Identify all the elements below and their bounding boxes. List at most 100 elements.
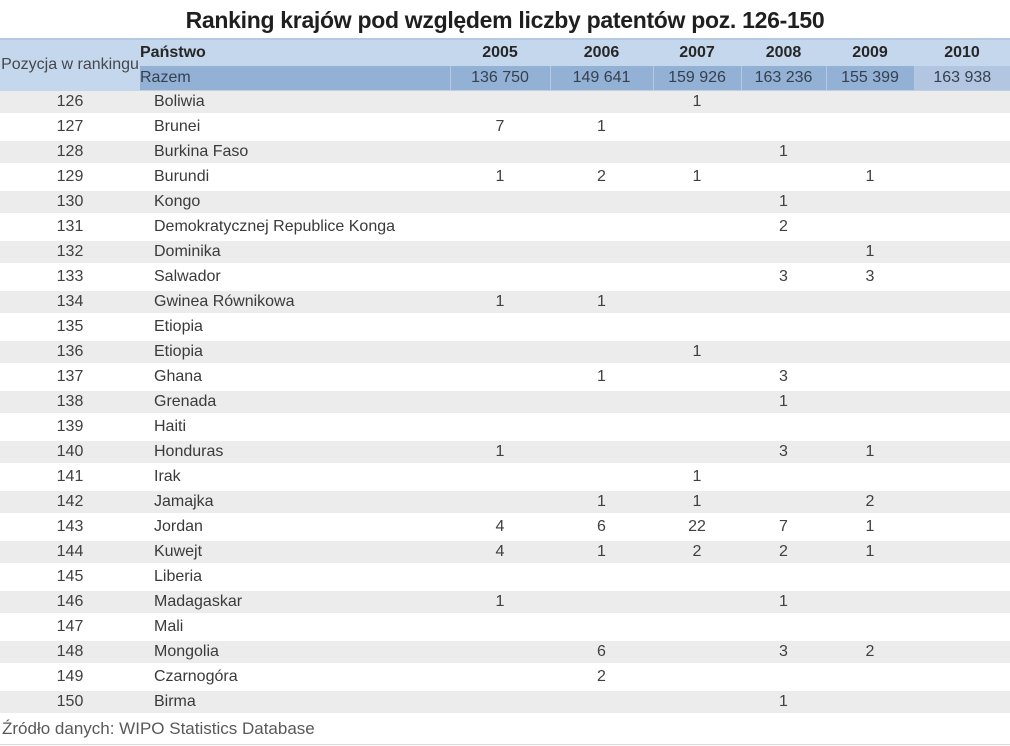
value-cell-2008: 1	[741, 689, 826, 716]
value-cell-2005	[450, 664, 550, 691]
value-cell-2010	[914, 214, 1010, 241]
country-cell: Burkina Faso	[140, 139, 450, 166]
country-cell: Madagaskar	[140, 589, 450, 616]
value-cell-2007	[653, 664, 741, 691]
value-cell-2005: 7	[450, 114, 550, 141]
value-cell-2010	[914, 689, 1010, 716]
value-cell-2005	[450, 139, 550, 166]
position-cell: 134	[0, 289, 140, 316]
value-cell-2010	[914, 539, 1010, 566]
table-row: 146 Madagaskar 1 1	[0, 589, 1010, 616]
table-row: 134 Gwinea Równikowa 1 1	[0, 289, 1010, 316]
position-cell: 135	[0, 314, 140, 341]
value-cell-2009	[826, 314, 914, 341]
position-cell: 131	[0, 214, 140, 241]
value-cell-2009: 1	[826, 514, 914, 541]
value-cell-2005	[450, 90, 550, 116]
value-cell-2009: 2	[826, 489, 914, 516]
value-cell-2009	[826, 464, 914, 491]
table-row: 135 Etiopia	[0, 314, 1010, 341]
value-cell-2007	[653, 639, 741, 666]
country-cell: Haiti	[140, 414, 450, 441]
value-cell-2009: 1	[826, 239, 914, 266]
country-cell: Boliwia	[140, 90, 450, 116]
value-cell-2009	[826, 139, 914, 166]
column-header-year-2009: 2009	[826, 39, 914, 66]
value-cell-2009: 1	[826, 439, 914, 466]
value-cell-2009: 2	[826, 639, 914, 666]
value-cell-2008	[741, 314, 826, 341]
table-row: 128 Burkina Faso 1	[0, 139, 1010, 166]
country-cell: Liberia	[140, 564, 450, 591]
value-cell-2006: 1	[550, 364, 653, 391]
table-body: 126 Boliwia 1 127 Brunei 7 1 128 Burkina Faso 1 12…	[0, 90, 1010, 716]
table-row: 143 Jordan 4 6 22 7 1	[0, 514, 1010, 541]
value-cell-2005	[450, 614, 550, 641]
value-cell-2007: 1	[653, 339, 741, 366]
total-row: Razem 136 750 149 641 159 926 163 236 155 39…	[0, 66, 1010, 91]
position-cell: 144	[0, 539, 140, 566]
value-cell-2007	[653, 564, 741, 591]
value-cell-2009	[826, 364, 914, 391]
position-cell: 142	[0, 489, 140, 516]
value-cell-2008: 3	[741, 264, 826, 291]
value-cell-2005	[450, 214, 550, 241]
country-cell: Gwinea Równikowa	[140, 289, 450, 316]
value-cell-2010	[914, 339, 1010, 366]
position-cell: 126	[0, 90, 140, 116]
value-cell-2009	[826, 689, 914, 716]
value-cell-2010	[914, 164, 1010, 191]
value-cell-2007: 22	[653, 514, 741, 541]
value-cell-2010	[914, 414, 1010, 441]
value-cell-2008	[741, 289, 826, 316]
value-cell-2005: 4	[450, 514, 550, 541]
value-cell-2010	[914, 264, 1010, 291]
table-row: 126 Boliwia 1	[0, 90, 1010, 116]
value-cell-2010	[914, 614, 1010, 641]
value-cell-2009	[826, 339, 914, 366]
value-cell-2008: 1	[741, 589, 826, 616]
value-cell-2009	[826, 189, 914, 216]
value-cell-2009	[826, 389, 914, 416]
value-cell-2006	[550, 264, 653, 291]
value-cell-2008: 2	[741, 214, 826, 241]
value-cell-2010	[914, 314, 1010, 341]
value-cell-2005: 1	[450, 289, 550, 316]
value-cell-2008	[741, 90, 826, 116]
value-cell-2008	[741, 164, 826, 191]
value-cell-2009	[826, 214, 914, 241]
total-value-2009: 155 399	[825, 66, 914, 91]
value-cell-2005	[450, 689, 550, 716]
value-cell-2007	[653, 364, 741, 391]
value-cell-2009	[826, 564, 914, 591]
table-row: 133 Salwador 3 3	[0, 264, 1010, 291]
value-cell-2007	[653, 239, 741, 266]
value-cell-2009	[826, 289, 914, 316]
value-cell-2008	[741, 664, 826, 691]
value-cell-2010	[914, 90, 1010, 116]
country-cell: Grenada	[140, 389, 450, 416]
value-cell-2007	[653, 689, 741, 716]
value-cell-2006	[550, 139, 653, 166]
position-cell: 140	[0, 439, 140, 466]
position-cell: 149	[0, 664, 140, 691]
value-cell-2006: 6	[550, 514, 653, 541]
value-cell-2008: 3	[741, 639, 826, 666]
position-cell: 146	[0, 589, 140, 616]
country-cell: Etiopia	[140, 314, 450, 341]
value-cell-2009	[826, 90, 914, 116]
value-cell-2008: 3	[741, 439, 826, 466]
column-header-year-2005: 2005	[450, 39, 550, 66]
value-cell-2007	[653, 189, 741, 216]
value-cell-2006	[550, 614, 653, 641]
value-cell-2006	[550, 564, 653, 591]
value-cell-2007	[653, 389, 741, 416]
value-cell-2006	[550, 239, 653, 266]
value-cell-2005: 1	[450, 439, 550, 466]
value-cell-2008: 3	[741, 364, 826, 391]
value-cell-2007: 2	[653, 539, 741, 566]
total-value-2008: 163 236	[740, 66, 826, 91]
value-cell-2005: 1	[450, 164, 550, 191]
value-cell-2007: 1	[653, 164, 741, 191]
value-cell-2008: 1	[741, 389, 826, 416]
